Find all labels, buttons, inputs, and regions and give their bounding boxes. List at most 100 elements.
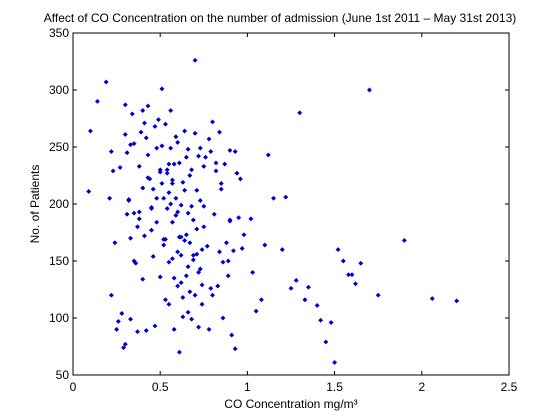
data-point	[94, 98, 100, 104]
data-point	[121, 345, 127, 351]
data-point	[124, 150, 130, 156]
data-point	[86, 188, 92, 195]
y-tick-label: 350	[49, 26, 69, 40]
data-point	[366, 87, 373, 93]
data-point	[108, 149, 114, 155]
y-tick-label: 150	[49, 254, 69, 268]
data-point	[161, 242, 167, 248]
data-point	[145, 152, 151, 158]
data-point	[169, 219, 175, 225]
data-point	[108, 292, 114, 298]
data-point	[248, 216, 254, 222]
data-point	[122, 131, 128, 138]
data-point	[164, 170, 170, 176]
data-point	[127, 235, 134, 241]
data-point	[218, 186, 224, 192]
data-point	[185, 210, 191, 216]
data-point	[178, 202, 184, 208]
data-point	[180, 294, 186, 301]
data-point	[157, 169, 163, 175]
data-point	[162, 121, 168, 127]
data-point	[159, 180, 165, 187]
data-point	[305, 284, 311, 290]
data-point	[293, 277, 299, 283]
data-point	[178, 252, 184, 258]
data-point	[192, 130, 198, 136]
data-point	[145, 175, 151, 181]
data-point	[190, 217, 196, 223]
data-point	[192, 292, 198, 298]
data-point	[328, 320, 334, 326]
x-tick-label: 2	[418, 380, 425, 394]
data-point	[122, 102, 128, 108]
data-point	[241, 232, 247, 238]
data-point	[189, 203, 195, 209]
data-point	[262, 242, 268, 248]
data-point	[150, 186, 156, 192]
data-point	[196, 153, 202, 159]
data-point	[194, 251, 200, 257]
data-point	[114, 326, 120, 332]
data-point	[222, 161, 228, 167]
data-point	[258, 297, 264, 303]
data-point	[168, 201, 174, 207]
data-point	[216, 129, 223, 135]
data-point	[318, 317, 324, 323]
data-point	[164, 167, 170, 173]
x-tick-label: 0	[70, 380, 77, 394]
data-point	[213, 168, 219, 174]
data-point	[271, 195, 277, 201]
data-point	[157, 274, 163, 280]
data-point	[173, 195, 179, 201]
data-point	[340, 258, 346, 264]
data-point	[169, 256, 175, 262]
data-point	[201, 224, 207, 230]
data-point	[183, 232, 189, 238]
data-point	[236, 215, 242, 221]
data-point	[216, 249, 223, 255]
data-point	[134, 224, 141, 230]
data-point	[107, 195, 113, 201]
data-point	[227, 218, 233, 224]
data-point	[199, 282, 205, 288]
data-point	[131, 258, 137, 264]
y-tick-label: 200	[49, 197, 69, 211]
data-point	[169, 180, 175, 187]
data-point	[103, 79, 109, 85]
data-point	[87, 128, 93, 134]
data-point	[154, 195, 160, 201]
data-point	[250, 269, 256, 275]
data-point	[161, 195, 167, 201]
data-point	[140, 107, 146, 114]
data-point	[166, 190, 172, 196]
data-point	[213, 160, 219, 166]
data-point	[150, 253, 156, 259]
data-point	[332, 359, 338, 366]
data-point	[155, 117, 162, 123]
data-point	[168, 145, 174, 151]
data-point	[196, 269, 202, 275]
data-point	[234, 170, 240, 176]
y-tick-label: 100	[49, 311, 69, 325]
data-point	[185, 146, 191, 152]
data-point	[196, 324, 202, 330]
data-point	[185, 264, 191, 270]
data-point	[162, 297, 168, 303]
data-point	[124, 211, 130, 217]
data-point	[122, 341, 128, 347]
data-point	[143, 135, 149, 141]
data-point	[230, 248, 237, 254]
data-point	[176, 160, 182, 166]
data-point	[401, 237, 407, 244]
data-point	[164, 206, 170, 212]
data-point	[159, 86, 165, 92]
data-point	[454, 298, 460, 304]
data-point	[127, 316, 134, 322]
data-point	[201, 203, 207, 209]
y-tick-label: 300	[49, 83, 69, 97]
data-point	[140, 276, 146, 282]
data-point	[187, 172, 193, 179]
data-point	[220, 315, 226, 321]
